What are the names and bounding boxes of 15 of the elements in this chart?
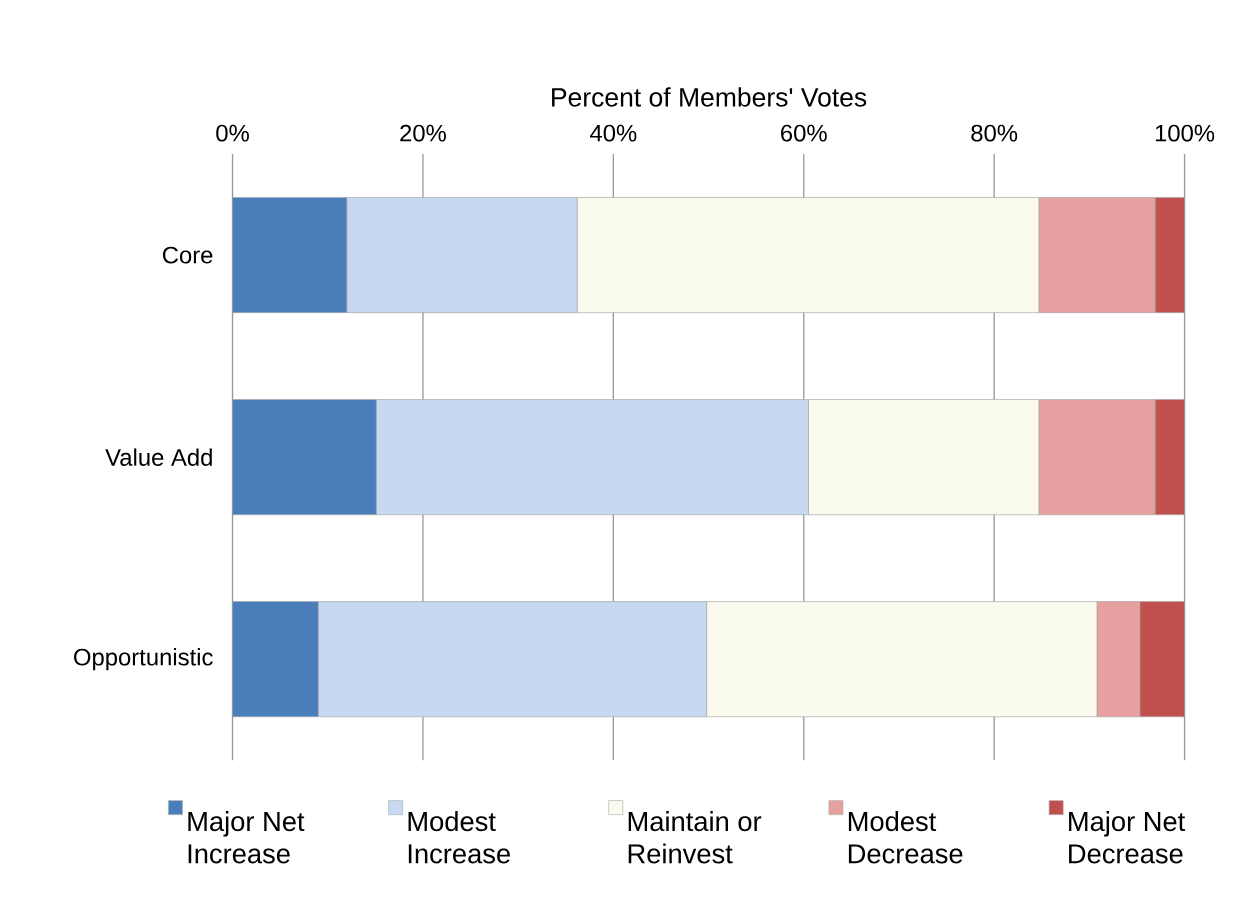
x-tick-label: 20% xyxy=(400,124,446,142)
legend-label: Major Net Decrease xyxy=(1069,810,1186,864)
legend-label: Maintain or Reinvest xyxy=(628,810,762,864)
legend-label: Modest Increase xyxy=(408,810,510,864)
legend-label: Major Net Increase xyxy=(188,810,305,864)
y-tick-label: Opportunistic xyxy=(74,647,213,671)
x-tick-label: 60% xyxy=(781,124,827,142)
x-tick-label: 100% xyxy=(1155,124,1215,142)
x-tick-label: 80% xyxy=(971,124,1018,142)
x-axis-title: Percent of Members' Votes xyxy=(552,87,867,107)
x-tick-label: 0% xyxy=(216,124,249,142)
legend-label: Modest Decrease xyxy=(848,810,963,864)
y-tick-label: Core xyxy=(162,246,213,264)
y-tick-label: Value Add xyxy=(105,448,212,466)
x-tick-label: 40% xyxy=(590,124,637,142)
